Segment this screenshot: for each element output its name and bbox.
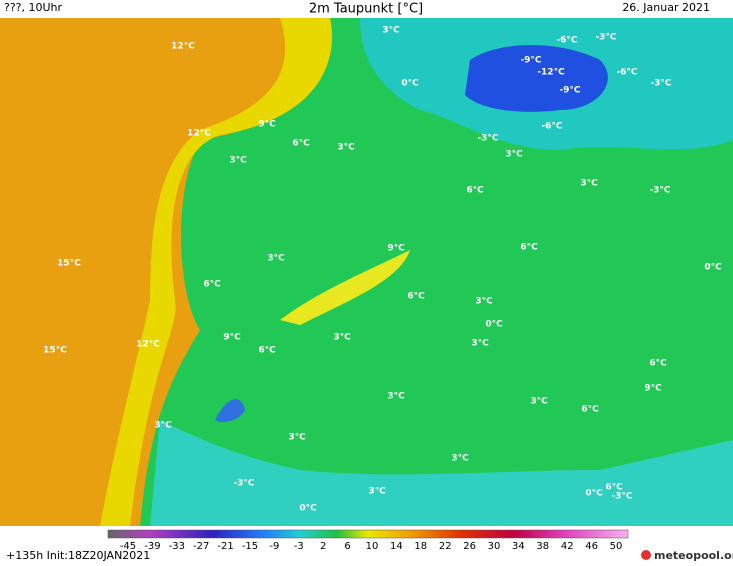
footer-run: +135h Init:18Z20JAN2021: [6, 549, 150, 562]
temperature-label: 3°C: [288, 433, 306, 443]
temperature-label: 12°C: [171, 42, 195, 52]
temperature-label: 9°C: [387, 244, 405, 254]
temperature-label: 0°C: [401, 79, 419, 89]
temperature-label: -3°C: [611, 492, 632, 502]
colorbar-tick-label: 22: [439, 541, 452, 552]
temperature-label: 0°C: [299, 504, 317, 514]
header-date: 26. Januar 2021: [622, 1, 710, 14]
temperature-label: 3°C: [471, 339, 489, 349]
logo[interactable]: meteopool.org: [654, 549, 733, 562]
colorbar-tick-label: 2: [320, 541, 326, 552]
colorbar-tick-label: 30: [488, 541, 501, 552]
colorbar-tick-label: -15: [242, 541, 258, 552]
colorbar-tick-label: -39: [144, 541, 160, 552]
colorbar-tick-label: 6: [344, 541, 350, 552]
colorbar: [107, 529, 629, 539]
colorbar-ticks: -45 -39 -33 -27 -21 -15 -9 -3 2 6 10 14 18 22 26 30 34 38…: [120, 541, 623, 552]
map-field: [0, 18, 733, 526]
temperature-label: -3°C: [650, 79, 671, 89]
temperature-label: -12°C: [537, 68, 565, 78]
colorbar-tick-label: -21: [217, 541, 233, 552]
temperature-label: -6°C: [616, 68, 637, 78]
header-left: ???, 10Uhr: [4, 1, 63, 14]
map-title: 2m Taupunkt [°C]: [309, 2, 423, 17]
temperature-label: 3°C: [229, 156, 247, 166]
temperature-label: 6°C: [292, 139, 310, 149]
temperature-label: 0°C: [585, 489, 603, 499]
map-labels: 12°C 3°C -6°C -3°C -9°C -12°C -6°C -3°C -9°C 0°C 9…: [43, 26, 722, 514]
temperature-label: 6°C: [649, 359, 667, 369]
temperature-label: 3°C: [451, 454, 469, 464]
colorbar-tick-label: 10: [366, 541, 379, 552]
temperature-label: 3°C: [267, 254, 285, 264]
temperature-label: -3°C: [477, 134, 498, 144]
temperature-label: 12°C: [136, 340, 160, 350]
temperature-label: 3°C: [333, 333, 351, 343]
temperature-label: 0°C: [704, 263, 722, 273]
temperature-label: 6°C: [581, 405, 599, 415]
logo-icon: [641, 550, 651, 560]
temperature-label: 0°C: [485, 320, 503, 330]
temperature-label: 3°C: [337, 143, 355, 153]
temperature-label: 12°C: [187, 129, 211, 139]
temperature-label: 3°C: [368, 487, 386, 497]
colorbar-tick-label: 26: [463, 541, 476, 552]
colorbar-tick-label: 34: [512, 541, 525, 552]
temperature-label: 15°C: [43, 346, 67, 356]
temperature-label: 15°C: [57, 259, 81, 269]
temperature-label: -3°C: [649, 186, 670, 196]
temperature-label: 6°C: [258, 346, 276, 356]
temperature-label: -9°C: [559, 86, 580, 96]
temperature-label: 3°C: [505, 150, 523, 160]
temperature-label: 6°C: [605, 483, 623, 493]
temperature-label: 3°C: [382, 26, 400, 36]
temperature-label: 9°C: [223, 333, 241, 343]
colorbar-tick-label: 42: [561, 541, 574, 552]
temperature-label: -3°C: [233, 479, 254, 489]
temperature-label: 6°C: [466, 186, 484, 196]
temperature-label: 9°C: [258, 120, 276, 130]
temperature-label: 6°C: [407, 292, 425, 302]
colorbar-tick-label: -3: [294, 541, 304, 552]
colorbar-tick-label: -33: [169, 541, 185, 552]
colorbar-tick-label: 14: [390, 541, 403, 552]
temperature-label: 6°C: [520, 243, 538, 253]
colorbar-tick-label: -9: [269, 541, 279, 552]
temperature-label: 9°C: [644, 384, 662, 394]
colorbar-tick-label: -45: [120, 541, 136, 552]
temperature-label: 3°C: [530, 397, 548, 407]
temperature-label: 6°C: [203, 280, 221, 290]
colorbar-tick-label: 38: [536, 541, 549, 552]
colorbar-tick-label: 50: [610, 541, 623, 552]
colorbar-tick-label: 18: [414, 541, 427, 552]
colorbar-tick-label: 46: [585, 541, 598, 552]
temperature-label: 3°C: [154, 421, 172, 431]
temperature-label: 3°C: [387, 392, 405, 402]
temperature-label: 3°C: [580, 179, 598, 189]
temperature-label: -6°C: [556, 36, 577, 46]
temperature-label: -9°C: [520, 56, 541, 66]
temperature-label: -6°C: [541, 122, 562, 132]
colorbar-tick-label: -27: [193, 541, 209, 552]
temperature-label: -3°C: [595, 33, 616, 43]
temperature-label: 3°C: [475, 297, 493, 307]
